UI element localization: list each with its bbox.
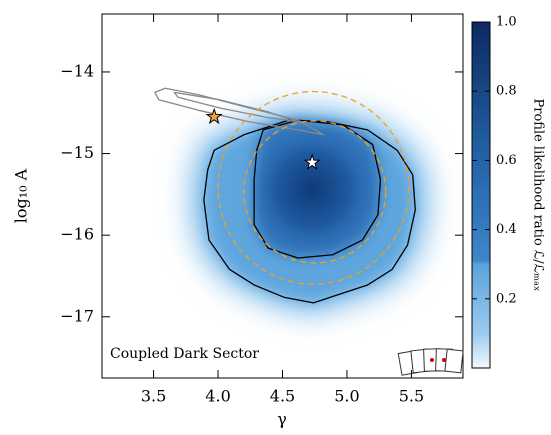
colorbar-label: Profile likelihood ratio ℒ/ℒₘₐₓ [531, 98, 546, 291]
colorbar [472, 22, 490, 368]
x-tick-label: 4.5 [270, 387, 295, 406]
x-tick-label: 3.5 [141, 387, 166, 406]
colorbar-tick-label: 0.4 [496, 222, 517, 237]
y-tick-label: −15 [60, 143, 94, 162]
dashed-circle [243, 120, 387, 264]
contour-line [154, 87, 325, 136]
colorbar-tick-label: 0.8 [496, 84, 517, 99]
contour-line [173, 91, 299, 123]
colorbar-tick-label: 0.2 [496, 291, 517, 306]
contour-line [253, 119, 382, 259]
y-tick-label: −14 [60, 61, 94, 80]
colorbar-tick-label: 0.6 [496, 153, 517, 168]
colorbar-frame [471, 21, 491, 369]
best-fit-star [205, 107, 223, 125]
x-tick-label: 5.0 [334, 387, 359, 406]
x-tick-label: 5.5 [399, 387, 424, 406]
y-tick-label: −17 [60, 306, 94, 325]
colorbar-tick-label: 1.0 [496, 15, 517, 30]
dashed-circle [217, 90, 410, 285]
best-fit-star [303, 153, 321, 170]
logo [397, 348, 464, 376]
plot-area [154, 87, 432, 317]
annotation: Coupled Dark Sector [110, 346, 259, 362]
x-tick-label: 4.0 [205, 387, 230, 406]
x-axis-label: γ [277, 410, 287, 429]
density-core [250, 127, 375, 252]
y-axis-label: log₁₀ A [12, 168, 31, 223]
y-tick-label: −16 [60, 225, 94, 244]
